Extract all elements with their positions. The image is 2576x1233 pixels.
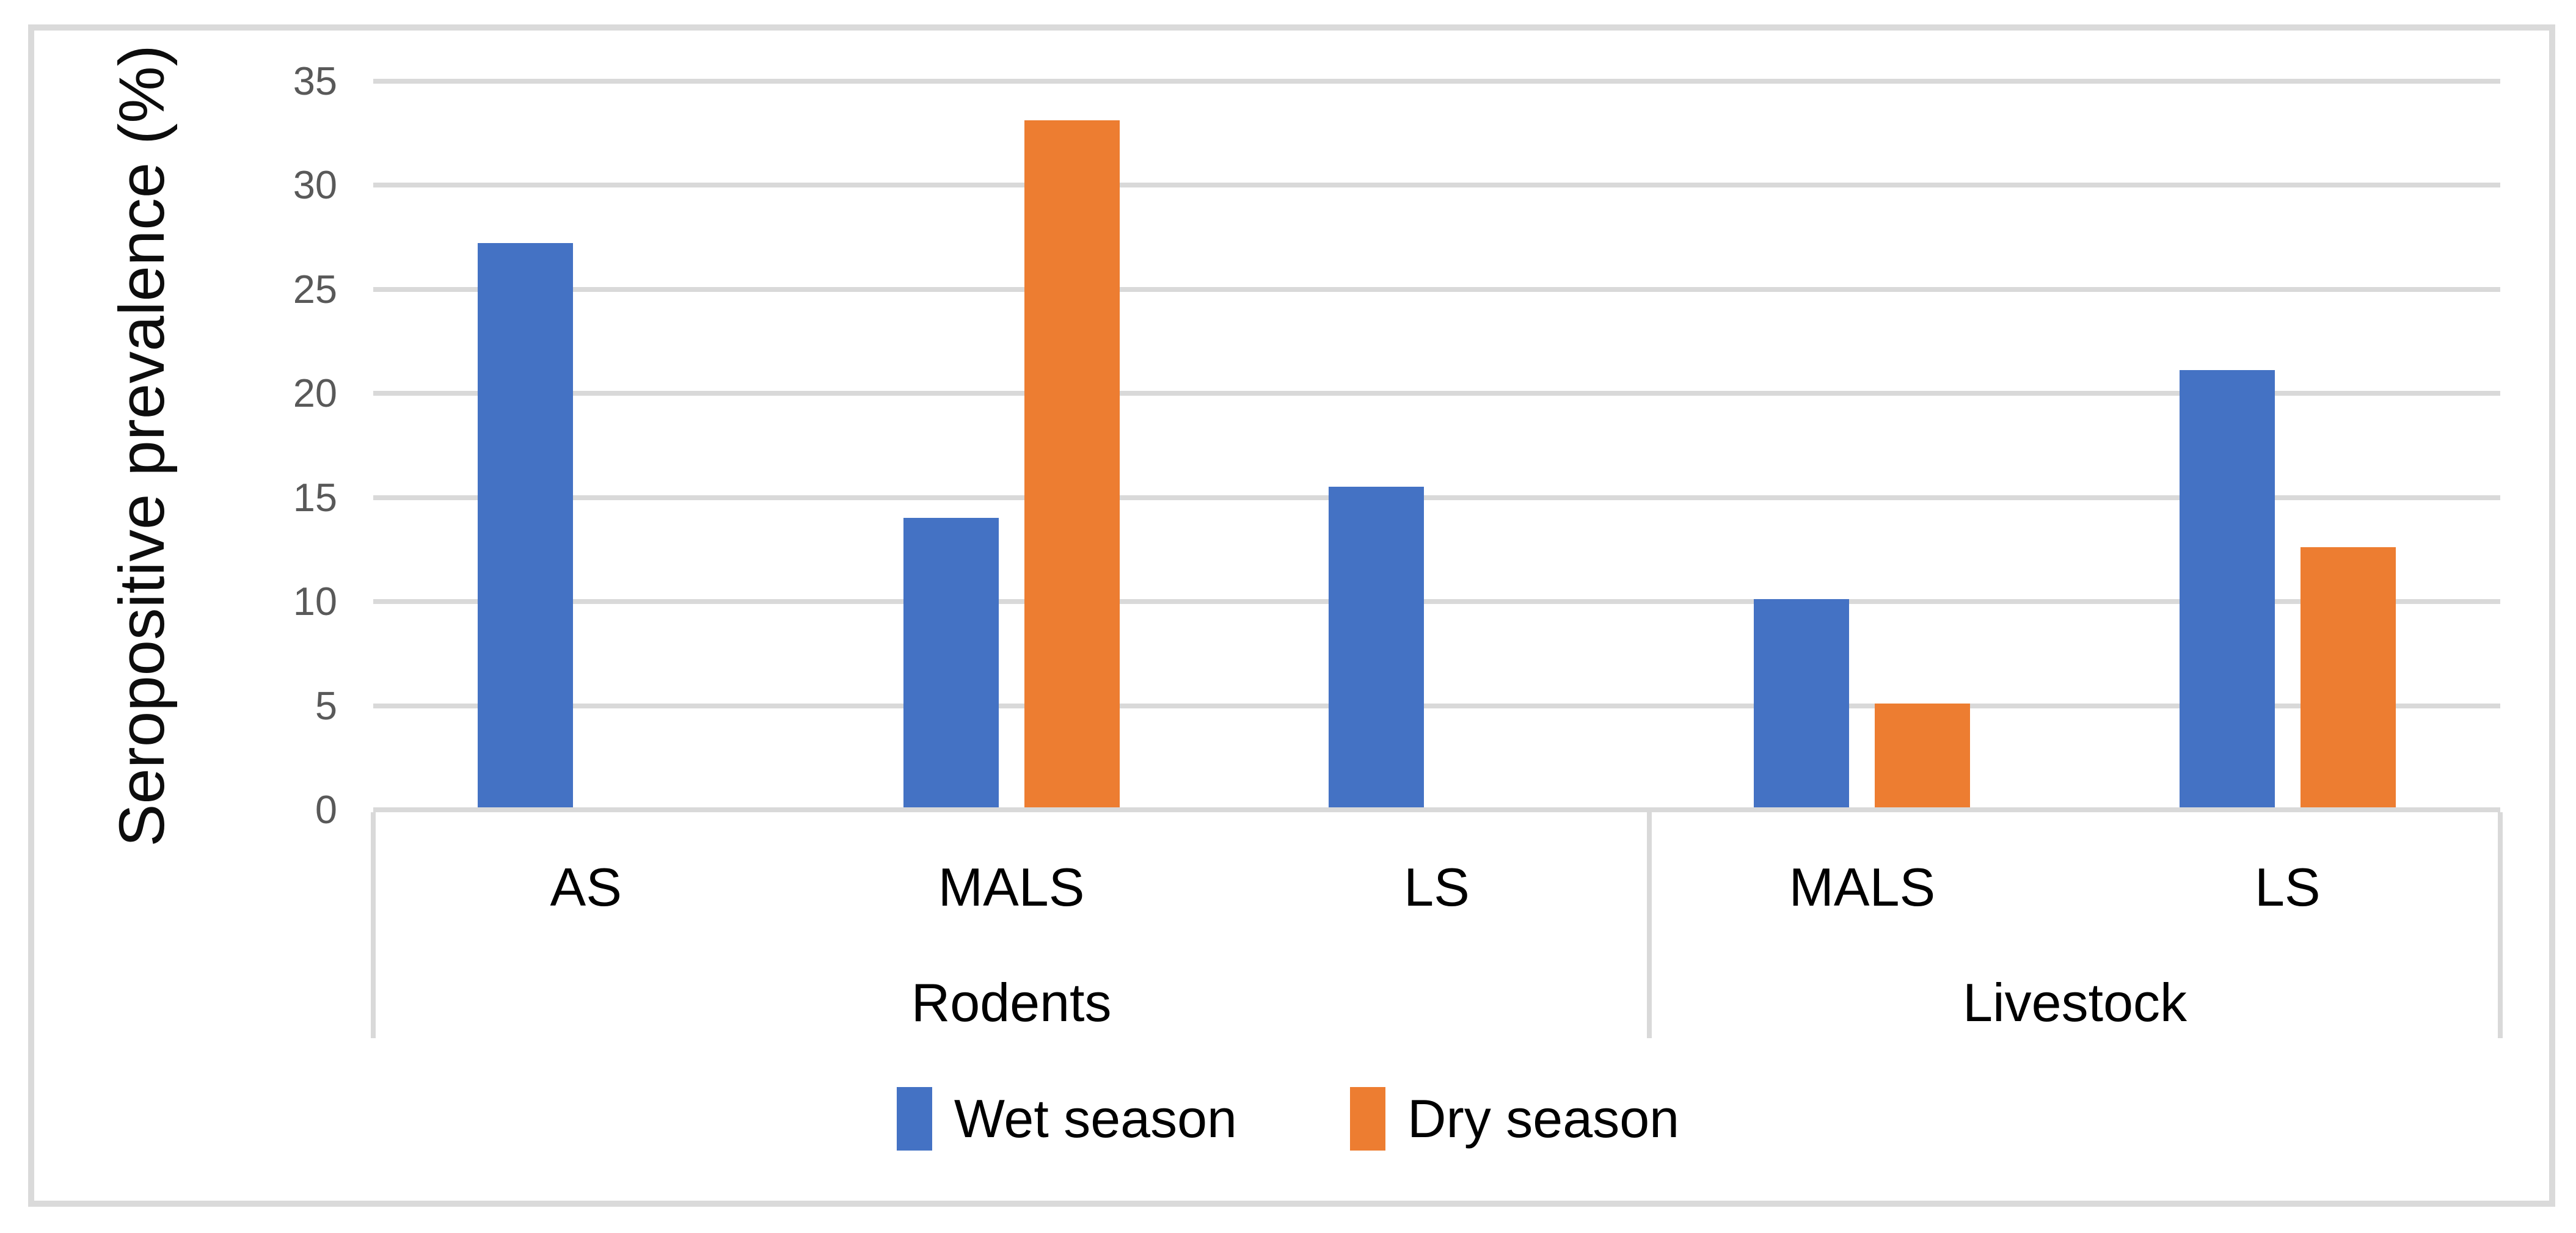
bar-dry-season [2300,547,2396,807]
column-swatch-icon [1350,1087,1385,1151]
y-tick-label: 20 [293,371,337,416]
gridline [373,183,2500,188]
legend-item-dry-season: Dry season [1350,1087,1679,1151]
column-swatch-icon [896,1087,932,1151]
bar-wet-season [1754,599,1850,807]
bar-dry-season [1875,703,1971,807]
y-tick-label: 5 [315,683,337,728]
gridline [373,495,2500,500]
category-label: LS [1404,857,1470,917]
gridline [373,79,2500,84]
y-axis-title: Seropositive prevalence (%) [106,45,178,847]
category-group-separator [371,812,376,1038]
y-tick-label: 35 [293,59,337,103]
legend-item-wet-season: Wet season [896,1087,1237,1151]
category-label: MALS [938,857,1085,917]
y-tick-label: 0 [315,787,337,832]
y-tick-label: 10 [293,579,337,624]
bar-dry-season [1024,120,1120,807]
gridline [373,286,2500,292]
bar-wet-season [1329,487,1424,807]
gridline [373,599,2500,605]
legend: Wet season Dry season [0,1087,2576,1151]
bar-wet-season [2179,370,2275,807]
x-axis-line [373,807,2500,812]
gridline [373,703,2500,708]
legend-label: Dry season [1407,1088,1680,1149]
figure-frame [28,24,2555,1207]
y-tick-label: 30 [293,162,337,208]
bar-wet-season [478,243,574,807]
y-tick-label: 15 [293,475,337,520]
category-group-separator [2498,812,2503,1038]
category-label: AS [550,857,622,917]
category-group-separator [1647,812,1652,1038]
category-label: MALS [1789,857,1936,917]
group-label: Livestock [1963,972,2187,1033]
y-tick-label: 25 [293,266,337,311]
group-label: Rodents [911,972,1112,1033]
category-label: LS [2254,857,2321,917]
legend-label: Wet season [954,1088,1237,1149]
gridline [373,391,2500,396]
bar-wet-season [903,518,999,807]
